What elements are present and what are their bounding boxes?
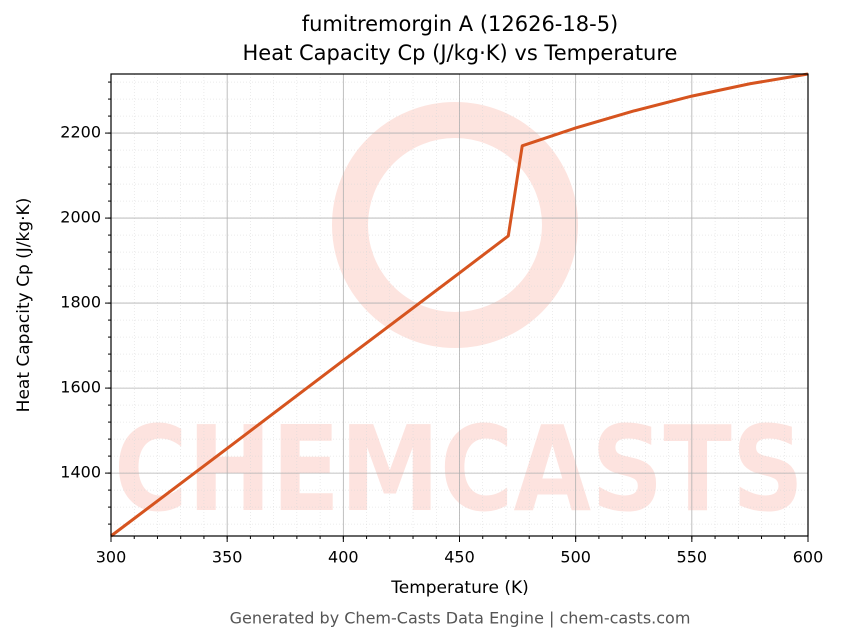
- x-tick-label: 450: [444, 548, 475, 567]
- footer: Generated by Chem-Casts Data Engine | ch…: [230, 609, 691, 628]
- x-tick-label: 500: [560, 548, 591, 567]
- x-tick-label: 400: [328, 548, 359, 567]
- watermark: CHEMCASTS: [114, 102, 804, 538]
- x-axis-label: Temperature (K): [390, 578, 529, 598]
- x-tick-label: 550: [677, 548, 708, 567]
- y-tick-label: 1400: [60, 463, 101, 482]
- x-tick-label: 600: [793, 548, 824, 567]
- plot-frame: [110, 73, 809, 537]
- y-tick-label: 2200: [60, 123, 101, 142]
- data-line: [110, 72, 809, 538]
- watermark-text: CHEMCASTS: [114, 400, 804, 538]
- x-tick-label: 350: [212, 548, 243, 567]
- chart-subtitle: Heat Capacity Cp (J/kg·K) vs Temperature: [243, 41, 678, 65]
- y-axis-label: Heat Capacity Cp (J/kg·K): [14, 198, 34, 413]
- y-tick-label: 1600: [60, 378, 101, 397]
- watermark-ring: [332, 102, 578, 348]
- x-tick-label: 300: [96, 548, 127, 567]
- y-tick-label: 2000: [60, 208, 101, 227]
- chart-title: fumitremorgin A (12626-18-5): [302, 12, 619, 36]
- y-tick-label: 1800: [60, 293, 101, 312]
